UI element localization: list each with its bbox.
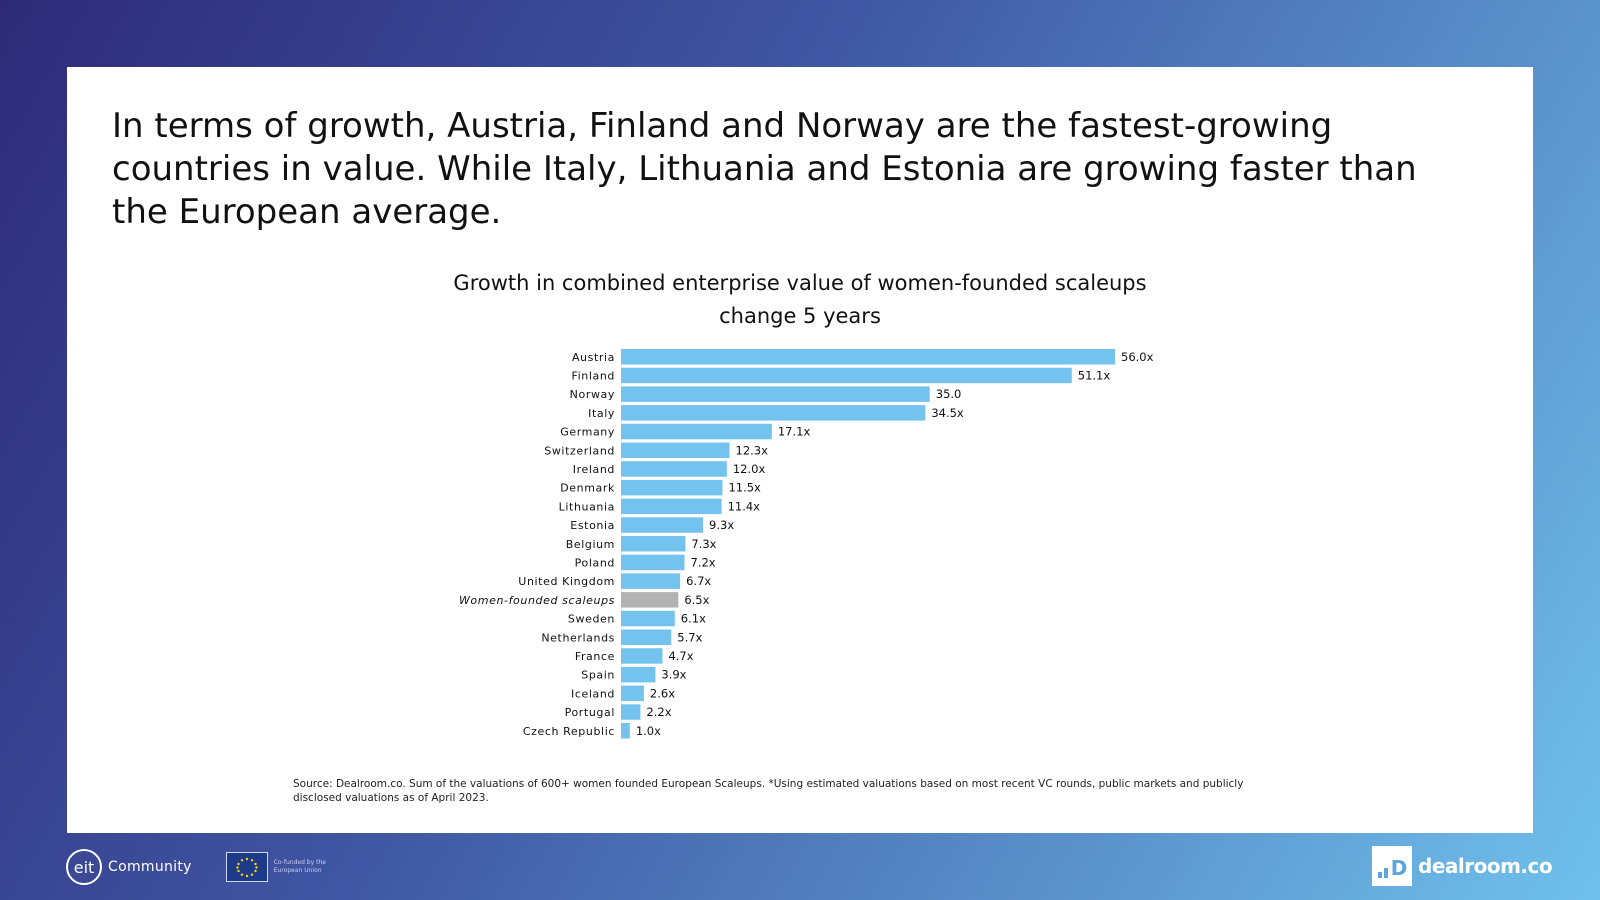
category-label: Norway <box>570 388 615 401</box>
data-label: 4.7x <box>668 649 693 663</box>
category-label: Denmark <box>560 482 615 495</box>
category-label: Portugal <box>565 706 615 719</box>
bar <box>621 517 704 533</box>
data-label: 12.0x <box>733 462 766 476</box>
bar <box>621 367 1072 384</box>
content-card: In terms of growth, Austria, Finland and… <box>67 67 1533 833</box>
eit-community-logo: eit Community <box>66 849 192 885</box>
bar <box>621 629 672 645</box>
data-label: 7.3x <box>691 537 716 551</box>
data-label: 34.5x <box>931 406 964 420</box>
bar <box>621 442 730 458</box>
footer-left-logos: eit Community Co-funded by the European … <box>66 845 334 889</box>
bar <box>621 592 679 608</box>
eu-funding-text: Co-funded by the European Union <box>273 859 326 874</box>
bar <box>621 349 1115 365</box>
bar <box>621 610 675 627</box>
data-label: 6.5x <box>684 593 709 607</box>
bar <box>621 573 681 589</box>
source-note: Source: Dealroom.co. Sum of the valuatio… <box>293 778 1244 804</box>
category-label: Spain <box>581 669 615 682</box>
category-label: Italy <box>588 407 615 420</box>
category-label: Women-founded scaleups <box>459 594 615 607</box>
data-label: 1.0x <box>636 724 661 738</box>
data-label: 51.1x <box>1078 368 1111 382</box>
category-label: France <box>575 650 615 663</box>
bar <box>621 386 930 402</box>
data-label: 11.4x <box>728 499 761 513</box>
bar-chart: Growth in combined enterprise value of w… <box>453 271 1154 739</box>
bar <box>621 498 722 515</box>
data-label: 17.1x <box>778 425 811 439</box>
category-label: Ireland <box>573 463 615 476</box>
category-label: Sweden <box>568 613 615 626</box>
category-label: Austria <box>572 351 615 364</box>
bar <box>621 685 644 702</box>
bar <box>621 666 656 683</box>
bar <box>621 648 663 664</box>
bar <box>621 423 772 440</box>
data-label: 3.9x <box>661 668 686 682</box>
category-label: Germany <box>560 426 615 439</box>
data-label: 56.0x <box>1121 350 1154 364</box>
chart-title: Growth in combined enterprise value of w… <box>453 271 1146 295</box>
eit-community-label: Community <box>108 859 192 875</box>
bar <box>621 479 723 496</box>
category-label: Czech Republic <box>523 725 615 738</box>
category-label: Finland <box>571 369 615 382</box>
category-label: Switzerland <box>544 444 615 457</box>
dealroom-wordmark: dealroom.co <box>1418 854 1553 878</box>
category-label: Lithuania <box>559 500 615 513</box>
eu-flag-icon <box>225 852 268 882</box>
chart-subtitle: change 5 years <box>719 304 881 328</box>
category-label: Netherlands <box>541 631 615 644</box>
data-label: 5.7x <box>677 630 702 644</box>
bar <box>621 723 630 739</box>
bar <box>621 704 641 720</box>
bar <box>621 554 685 571</box>
data-label: 11.5x <box>728 481 761 495</box>
bar <box>621 461 727 477</box>
eu-funding-logo: Co-funded by the European Union <box>225 852 334 882</box>
bar <box>621 536 686 552</box>
dealroom-icon: D <box>1372 846 1412 886</box>
category-label: Iceland <box>571 687 615 700</box>
data-label: 6.7x <box>686 574 711 588</box>
category-label: Poland <box>575 556 615 569</box>
data-label: 7.2x <box>691 555 716 569</box>
data-label: 6.1x <box>681 612 706 626</box>
category-label: Belgium <box>566 538 615 551</box>
category-label: Estonia <box>570 519 615 532</box>
category-label: United Kingdom <box>518 575 615 588</box>
data-label: 35.0 <box>936 387 962 401</box>
data-label: 2.2x <box>646 705 671 719</box>
eit-mark: eit <box>66 849 102 885</box>
dealroom-logo: D dealroom.co <box>1372 846 1553 886</box>
data-label: 9.3x <box>709 518 734 532</box>
data-label: 12.3x <box>736 443 769 457</box>
bar <box>621 405 926 421</box>
headline: In terms of growth, Austria, Finland and… <box>112 106 1417 232</box>
data-label: 2.6x <box>650 686 675 700</box>
